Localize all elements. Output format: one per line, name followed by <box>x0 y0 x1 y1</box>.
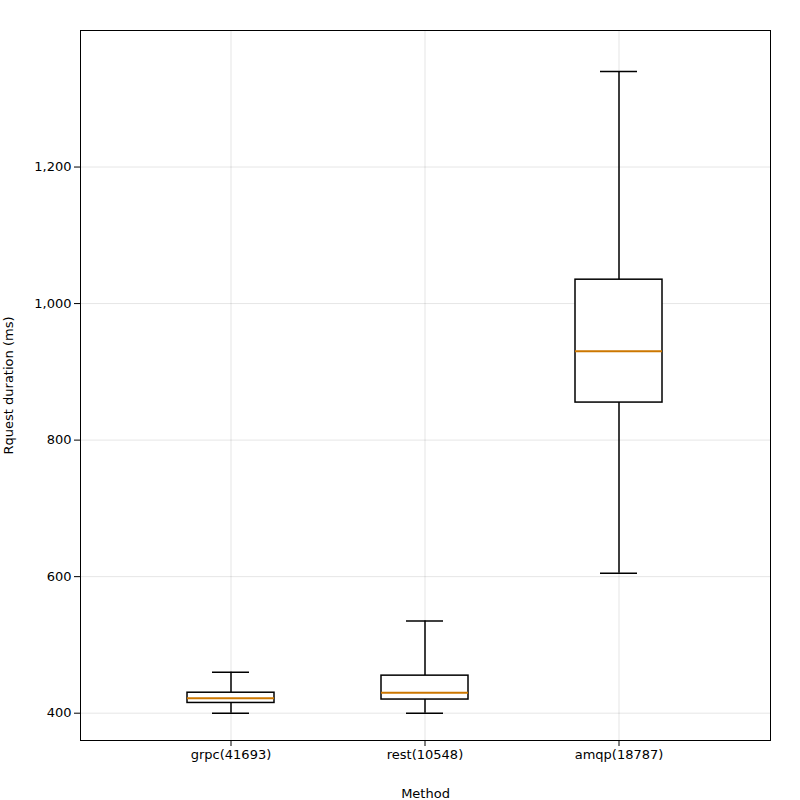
svg-text:600: 600 <box>47 569 72 584</box>
svg-text:amqp(18787): amqp(18787) <box>575 747 664 762</box>
svg-text:1,000: 1,000 <box>34 296 71 311</box>
svg-text:800: 800 <box>47 432 72 447</box>
svg-text:Method: Method <box>401 786 450 800</box>
svg-text:Rquest duration (ms): Rquest duration (ms) <box>1 317 16 455</box>
svg-text:rest(10548): rest(10548) <box>387 747 463 762</box>
svg-text:grpc(41693): grpc(41693) <box>191 747 272 762</box>
svg-text:1,200: 1,200 <box>34 159 71 174</box>
svg-text:400: 400 <box>47 705 72 720</box>
